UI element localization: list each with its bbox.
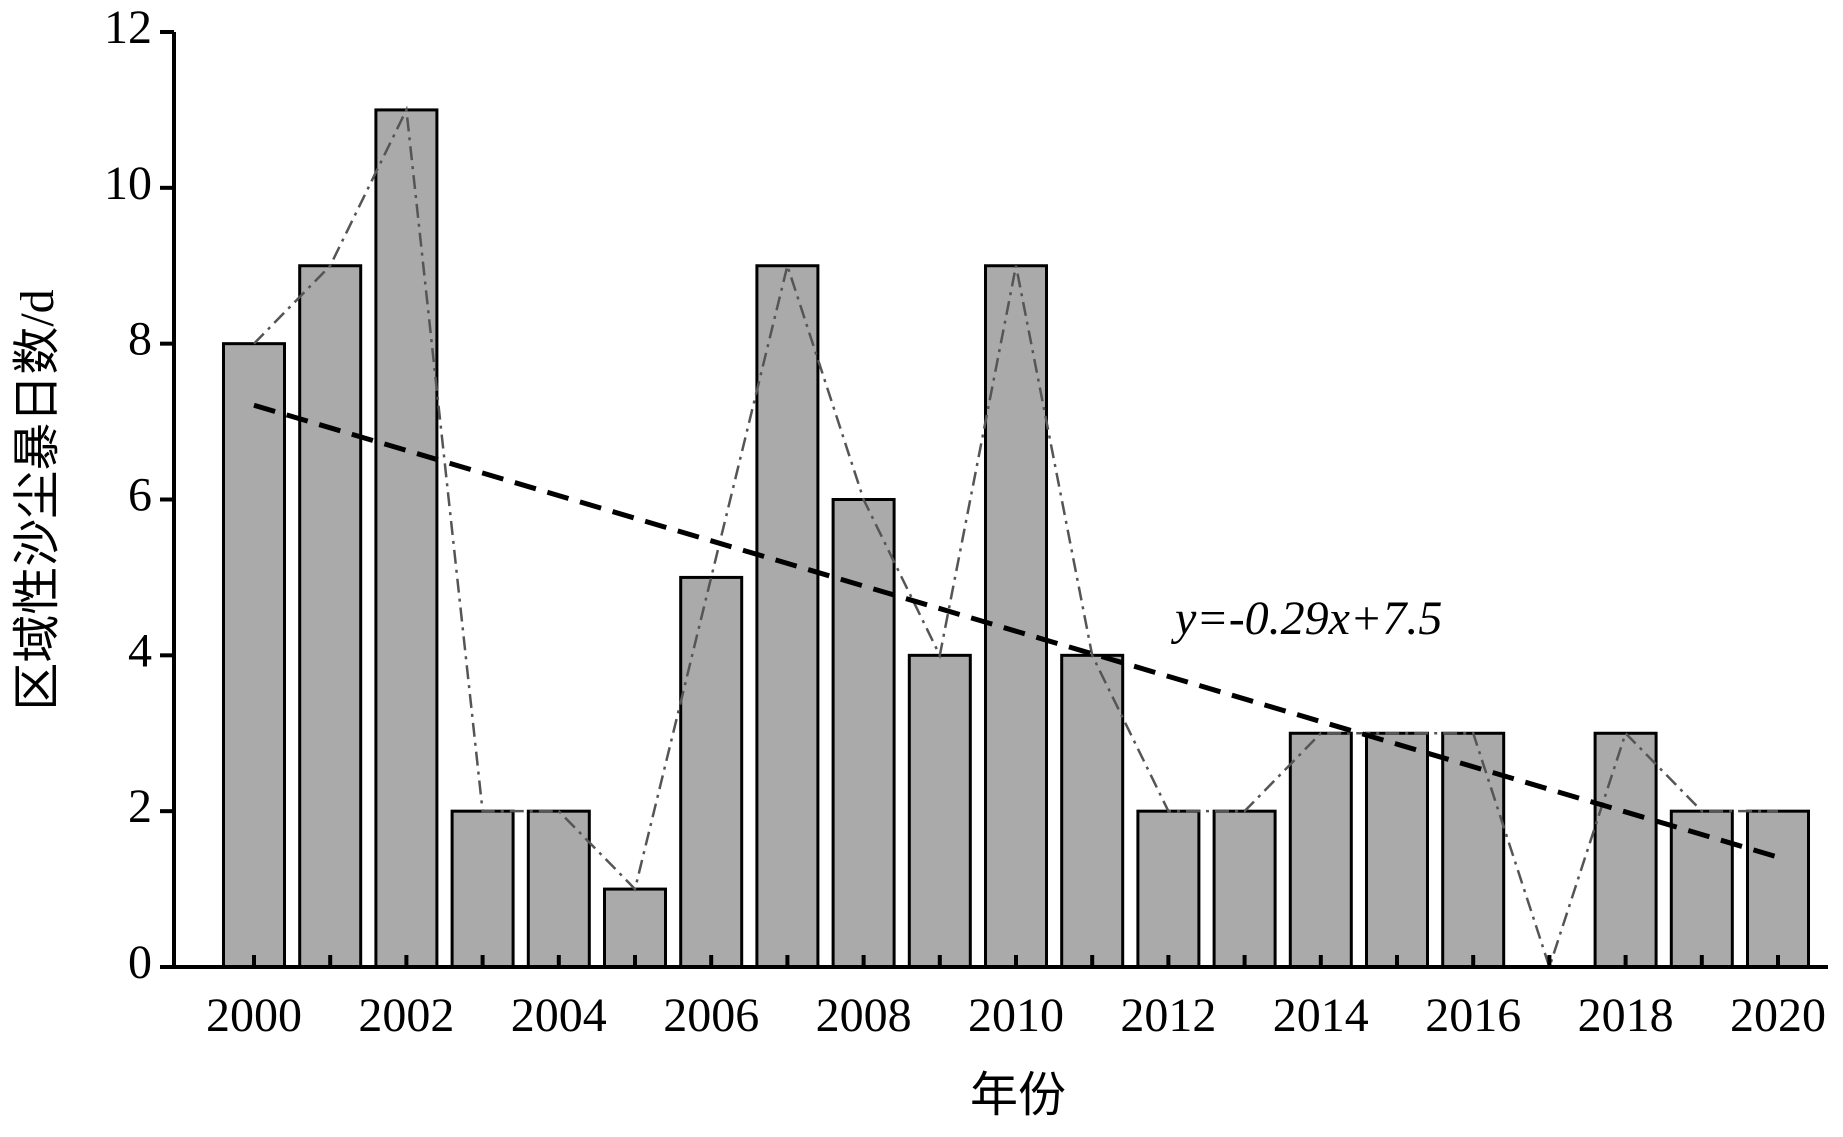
- bar: [1593, 731, 1658, 969]
- y-tick-label: 6: [128, 469, 152, 522]
- y-tick-label: 8: [128, 313, 152, 366]
- x-tick-label: 2006: [663, 989, 759, 1042]
- x-tick-label: 2018: [1578, 989, 1674, 1042]
- bar: [1060, 653, 1125, 969]
- y-tick-label: 2: [128, 780, 152, 833]
- y-tick-label: 4: [128, 624, 152, 677]
- x-tick-label: 2014: [1273, 989, 1369, 1042]
- y-tick-label: 12: [104, 1, 152, 54]
- bar: [755, 264, 820, 969]
- bar: [1136, 809, 1201, 969]
- trend-line: [253, 402, 1779, 860]
- y-tick-label: 0: [128, 936, 152, 989]
- x-tick-label: 2020: [1730, 989, 1826, 1042]
- x-tick-label: 2016: [1425, 989, 1521, 1042]
- y-tick-label: 10: [104, 157, 152, 210]
- bar: [603, 887, 667, 969]
- y-axis-title: 区域性沙尘暴日数/d: [11, 289, 64, 710]
- bar: [831, 498, 896, 969]
- trend-label: y=-0.29x+7.5: [1170, 592, 1442, 645]
- x-tick-label: 2002: [358, 989, 454, 1042]
- x-tick-label: 2010: [968, 989, 1064, 1042]
- bar: [374, 108, 439, 969]
- x-axis-title: 年份: [970, 1069, 1066, 1122]
- x-tick-label: 2000: [206, 989, 302, 1042]
- x-tick-label: 2012: [1120, 989, 1216, 1042]
- bar: [984, 264, 1048, 969]
- x-tick-label: 2004: [511, 989, 607, 1042]
- bar: [1212, 809, 1277, 969]
- value-line: [253, 105, 1778, 972]
- bar: [222, 342, 286, 969]
- bar: [298, 264, 363, 969]
- x-tick-label: 2008: [816, 989, 912, 1042]
- bar: [1288, 731, 1353, 969]
- bar: [1365, 731, 1429, 969]
- bar: [679, 575, 744, 969]
- bar: [450, 809, 515, 969]
- bar: [907, 653, 972, 969]
- bar: [1746, 809, 1810, 969]
